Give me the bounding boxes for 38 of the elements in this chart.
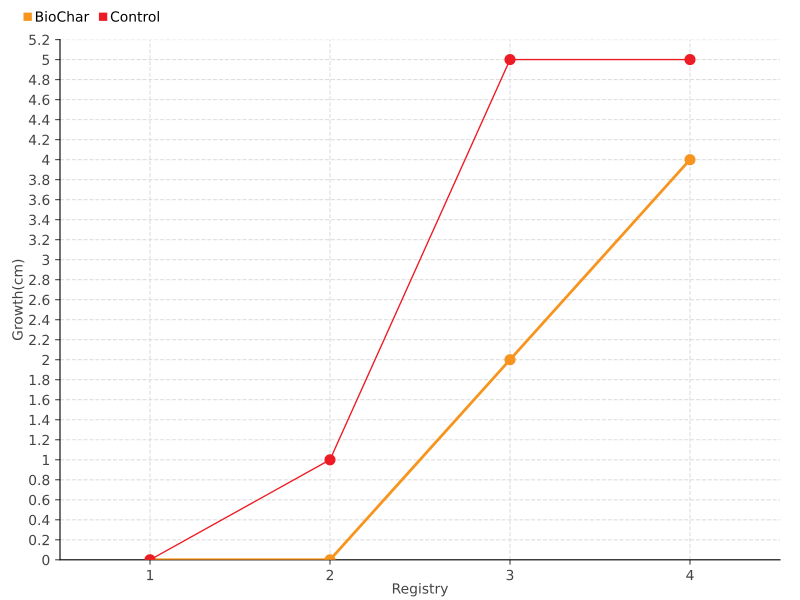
y-tick-label: 2.4 (29, 314, 50, 325)
y-tick-label: 3.6 (29, 194, 50, 206)
x-tick-label: 4 (686, 570, 694, 580)
y-tick-label: 3.2 (29, 234, 49, 246)
legend-label: BioChar (36, 11, 90, 22)
y-tick-label: 1 (42, 454, 49, 466)
y-tick-label: 5.2 (29, 34, 49, 46)
y-tick-label: 3.4 (29, 214, 50, 226)
y-tick-label: 4.4 (28, 114, 50, 125)
y-tick-label: 0 (42, 554, 50, 566)
point (684, 54, 696, 66)
y-tick-label: 2 (42, 354, 49, 365)
y-tick-label: 3 (42, 254, 50, 266)
y-tick-label: 2.2 (29, 334, 49, 345)
y-tick-label: 4.6 (28, 94, 50, 106)
y-tick-label: 4 (42, 154, 50, 165)
y-tick-label: 1.4 (30, 414, 50, 426)
x-tick-label: 3 (506, 570, 514, 580)
y-tick-label: 0.2 (29, 534, 49, 546)
y-tick-label: 1.8 (30, 374, 50, 386)
y-tick-label: 2.6 (29, 294, 50, 306)
y-tick-label: 5 (42, 54, 50, 66)
y-tick-label: 4.2 (28, 134, 49, 145)
point (504, 54, 516, 66)
point (684, 154, 696, 166)
y-axis-title: Growth(cm) (12, 260, 24, 340)
legend-label: Control (110, 11, 159, 22)
y-tick-label: 1.2 (30, 434, 49, 446)
y-tick-label: 0.6 (29, 494, 50, 506)
x-tick-label: 1 (147, 570, 154, 580)
y-tick-label: 4.8 (28, 74, 50, 86)
y-tick-label: 2.8 (29, 274, 50, 286)
x-axis-title: Registry (392, 582, 448, 596)
y-tick-label: 0.8 (29, 474, 50, 486)
y-tick-label: 1.6 (30, 394, 50, 406)
y-tick-label: 3.8 (29, 174, 50, 186)
x-tick-label: 2 (326, 570, 334, 580)
y-tick-label: 0.4 (29, 514, 50, 526)
